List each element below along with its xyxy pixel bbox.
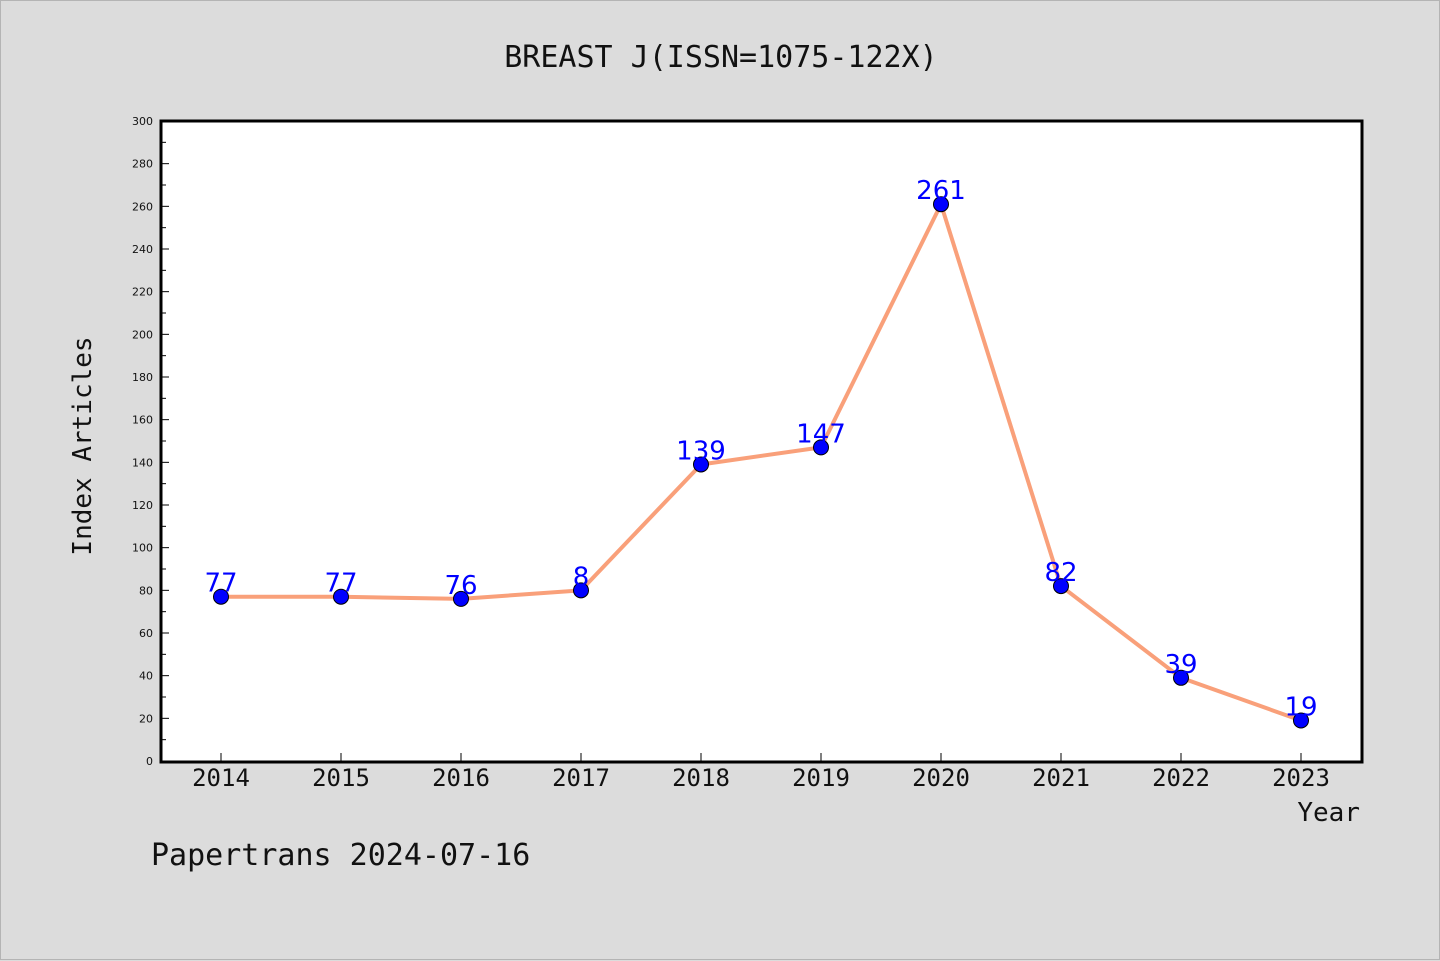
- x-tick-label: 2021: [1032, 764, 1090, 792]
- y-tick-label: 200: [132, 328, 153, 341]
- y-tick-label: 180: [132, 371, 153, 384]
- x-tick-label: 2020: [912, 764, 970, 792]
- chart-title: BREAST J(ISSN=1075-122X): [504, 40, 937, 75]
- series-line: [219, 202, 1303, 723]
- data-label: 8: [573, 562, 590, 592]
- y-tick-label: 40: [139, 670, 153, 683]
- y-tick-label: 160: [132, 414, 153, 427]
- y-tick-label: 80: [139, 584, 153, 597]
- data-point: [1053, 578, 1069, 595]
- data-label: 39: [1164, 650, 1197, 680]
- x-tick-label: 2015: [312, 764, 370, 792]
- x-axis: 2014 2015 2016 2017 2018 2019 2020 2021 2022 2023: [192, 753, 1330, 792]
- y-tick-label: 100: [132, 542, 153, 555]
- y-tick-label: 140: [132, 456, 153, 469]
- y-tick-label: 60: [139, 627, 153, 640]
- footer-credit: Papertrans 2024-07-16: [151, 838, 530, 873]
- data-label: 19: [1284, 692, 1317, 722]
- y-tick-label: 120: [132, 499, 153, 512]
- y-tick-label: 220: [132, 286, 153, 299]
- data-point: [813, 439, 829, 456]
- data-point: [1293, 712, 1309, 729]
- y-tick-label: 260: [132, 200, 153, 213]
- x-tick-label: 2017: [552, 764, 610, 792]
- y-tick-label: 280: [132, 158, 153, 171]
- y-tick-label: 0: [146, 755, 153, 768]
- data-label: 76: [444, 571, 477, 601]
- x-tick-label: 2023: [1272, 764, 1330, 792]
- y-tick-label: 300: [132, 115, 153, 128]
- data-point: [453, 590, 469, 607]
- data-point: [333, 588, 349, 605]
- data-point: [933, 196, 949, 213]
- data-point: [1173, 669, 1189, 686]
- x-tick-label: 2018: [672, 764, 730, 792]
- data-label: 139: [676, 436, 726, 466]
- data-label: 77: [324, 569, 357, 599]
- data-point: [693, 456, 709, 473]
- y-tick-label: 240: [132, 243, 153, 256]
- plot-area: [161, 121, 1362, 762]
- data-labels-group: 77 77 76 8 139 147 261 82 39 19: [204, 176, 1317, 722]
- plot-border: [159, 119, 1364, 764]
- series-line-group: [213, 196, 1309, 729]
- data-point: [573, 582, 589, 599]
- data-label: 147: [796, 419, 846, 449]
- data-label: 82: [1044, 558, 1077, 588]
- x-tick-label: 2019: [792, 764, 850, 792]
- data-label: 77: [204, 569, 237, 599]
- y-axis-label: Index Articles: [68, 336, 98, 555]
- x-tick-label: 2022: [1152, 764, 1210, 792]
- x-tick-label: 2014: [192, 764, 250, 792]
- x-axis-label: Year: [1297, 798, 1360, 828]
- data-point: [213, 588, 229, 605]
- y-tick-label: 20: [139, 712, 153, 725]
- data-label: 261: [916, 176, 966, 206]
- x-tick-label: 2016: [432, 764, 490, 792]
